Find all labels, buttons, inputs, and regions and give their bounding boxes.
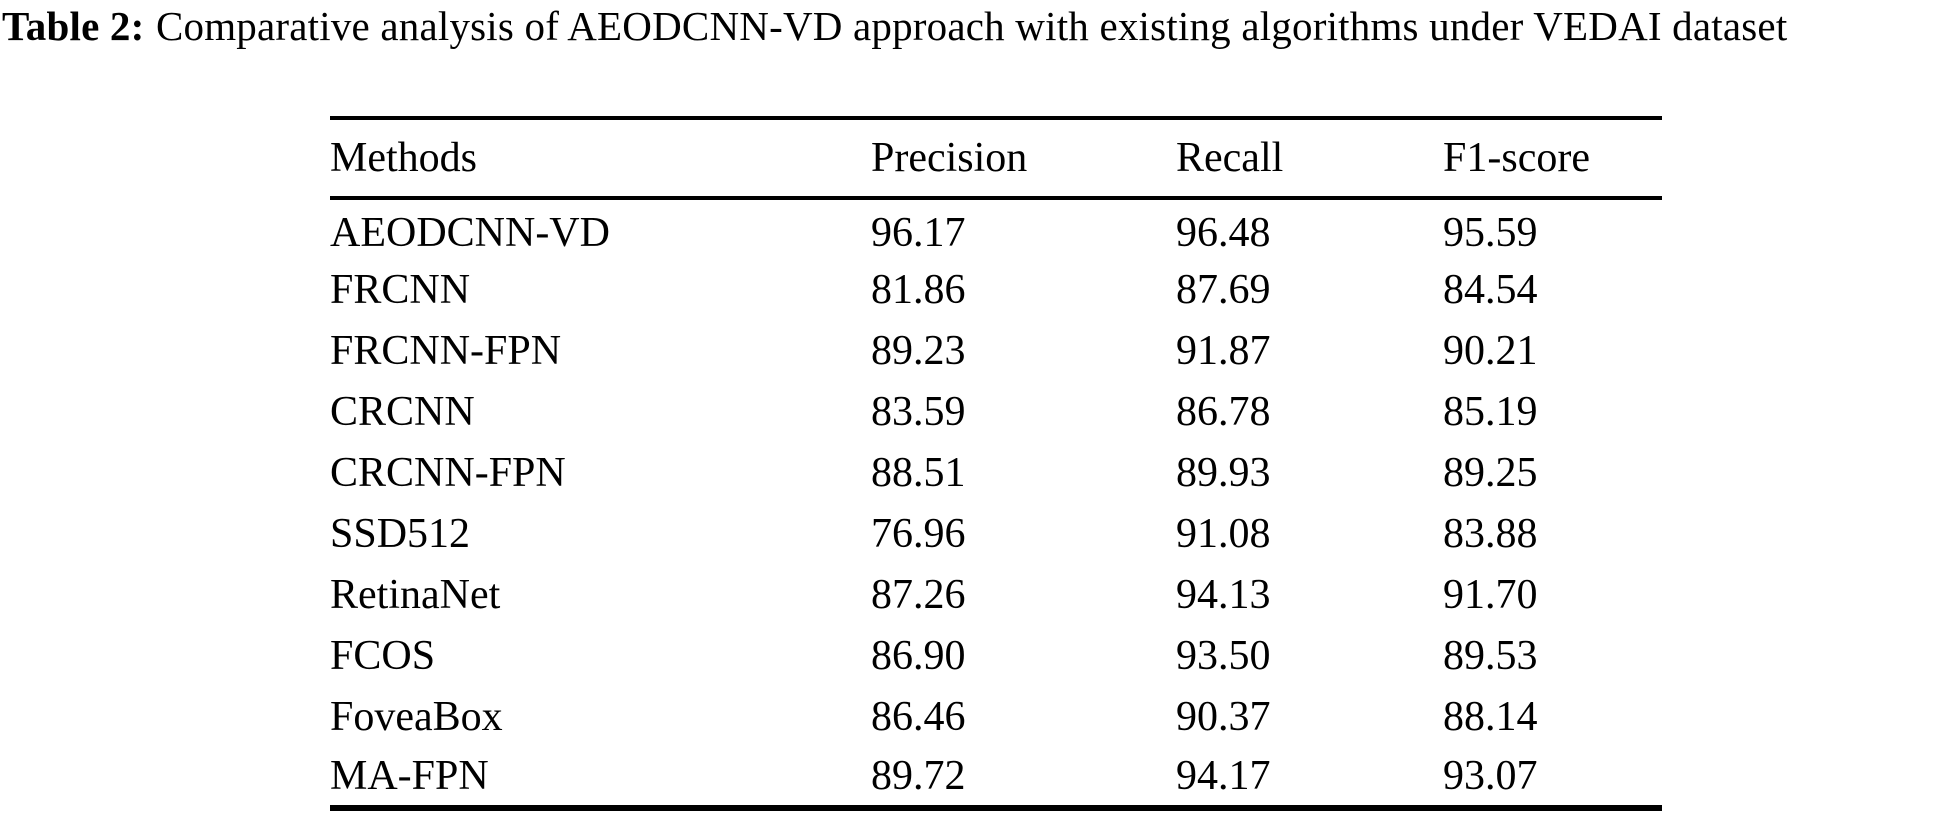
table-row: MA-FPN 89.72 94.17 93.07 — [330, 747, 1662, 808]
column-header-recall: Recall — [1176, 118, 1443, 200]
table-row: FCOS 86.90 93.50 89.53 — [330, 625, 1662, 686]
f1-score-cell: 90.21 — [1443, 327, 1538, 374]
table-caption-text: Comparative analysis of AEODCNN-VD appro… — [155, 3, 1788, 49]
precision-cell: 86.90 — [871, 632, 966, 679]
table-row: CRCNN-FPN 88.51 89.93 89.25 — [330, 442, 1662, 503]
method-cell: FRCNN — [330, 266, 471, 313]
table-row: FoveaBox 86.46 90.37 88.14 — [330, 686, 1662, 747]
f1-score-cell: 88.14 — [1443, 693, 1538, 740]
f1-score-cell: 89.25 — [1443, 449, 1538, 496]
column-header-f1-score: F1-score — [1443, 118, 1662, 200]
method-cell: RetinaNet — [330, 571, 501, 618]
precision-cell: 88.51 — [871, 449, 966, 496]
precision-cell: 96.17 — [871, 209, 966, 256]
recall-cell: 91.87 — [1176, 327, 1271, 374]
method-cell: FRCNN-FPN — [330, 327, 562, 374]
f1-score-cell: 95.59 — [1443, 209, 1538, 256]
precision-cell: 86.46 — [871, 693, 966, 740]
table-row: SSD512 76.96 91.08 83.88 — [330, 503, 1662, 564]
recall-cell: 87.69 — [1176, 266, 1271, 313]
precision-cell: 89.72 — [871, 753, 966, 799]
recall-cell: 86.78 — [1176, 388, 1271, 435]
table-row: FRCNN-FPN 89.23 91.87 90.21 — [330, 320, 1662, 381]
table-caption: Table 2: Comparative analysis of AEODCNN-… — [2, 0, 1952, 52]
precision-cell: 76.96 — [871, 510, 966, 557]
f1-score-cell: 91.70 — [1443, 571, 1538, 618]
column-header-methods: Methods — [330, 118, 871, 200]
recall-cell: 94.13 — [1176, 571, 1271, 618]
table-caption-label: Table 2: — [2, 3, 145, 49]
recall-cell: 90.37 — [1176, 693, 1271, 740]
table-row: FRCNN 81.86 87.69 84.54 — [330, 259, 1662, 320]
method-cell: FCOS — [330, 632, 436, 679]
method-cell: AEODCNN-VD — [330, 209, 610, 256]
table-row: AEODCNN-VD 96.17 96.48 95.59 — [330, 198, 1662, 259]
precision-cell: 87.26 — [871, 571, 966, 618]
recall-cell: 91.08 — [1176, 510, 1271, 557]
recall-cell: 93.50 — [1176, 632, 1271, 679]
method-cell: MA-FPN — [330, 753, 489, 799]
column-header-precision: Precision — [871, 118, 1176, 200]
precision-cell: 89.23 — [871, 327, 966, 374]
table-row: RetinaNet 87.26 94.13 91.70 — [330, 564, 1662, 625]
precision-cell: 83.59 — [871, 388, 966, 435]
f1-score-cell: 84.54 — [1443, 266, 1538, 313]
recall-cell: 89.93 — [1176, 449, 1271, 496]
precision-cell: 81.86 — [871, 266, 966, 313]
header-row: Methods Precision Recall F1-score — [330, 118, 1662, 200]
f1-score-cell: 83.88 — [1443, 510, 1538, 557]
recall-cell: 96.48 — [1176, 209, 1271, 256]
f1-score-cell: 93.07 — [1443, 753, 1538, 799]
results-table: Methods Precision Recall F1-score AEODCN… — [330, 116, 1662, 811]
method-cell: SSD512 — [330, 510, 471, 557]
method-cell: CRCNN — [330, 388, 475, 435]
method-cell: FoveaBox — [330, 693, 503, 740]
recall-cell: 94.17 — [1176, 753, 1271, 799]
f1-score-cell: 85.19 — [1443, 388, 1538, 435]
table-row: CRCNN 83.59 86.78 85.19 — [330, 381, 1662, 442]
f1-score-cell: 89.53 — [1443, 632, 1538, 679]
method-cell: CRCNN-FPN — [330, 449, 566, 496]
